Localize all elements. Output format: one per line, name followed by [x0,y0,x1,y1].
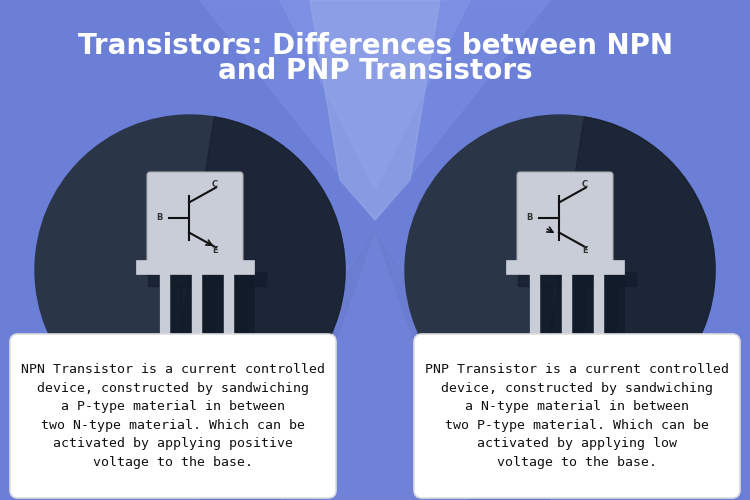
Bar [530,274,540,394]
Text: and PNP Transistors: and PNP Transistors [217,57,532,85]
Bar [606,286,616,406]
Bar [148,272,266,286]
Polygon shape [200,0,550,220]
Bar [236,286,246,406]
FancyBboxPatch shape [147,172,243,263]
Bar [518,272,636,286]
FancyBboxPatch shape [529,269,625,360]
FancyBboxPatch shape [159,269,255,360]
Text: B: B [156,213,162,222]
Polygon shape [310,0,440,220]
FancyBboxPatch shape [517,172,613,263]
Text: Transistors: Differences between NPN: Transistors: Differences between NPN [77,32,673,60]
Bar [160,274,170,394]
FancyBboxPatch shape [414,334,740,498]
Bar [192,274,202,394]
Polygon shape [320,230,430,500]
Polygon shape [280,0,470,190]
Bar [172,286,182,406]
Bar [542,286,552,406]
Text: NPN Transistor is a current controlled
device, constructed by sandwiching
a P-ty: NPN Transistor is a current controlled d… [21,363,325,469]
Bar [574,286,584,406]
Bar [594,274,604,394]
Text: E: E [212,246,217,255]
Bar [204,286,214,406]
Text: C: C [211,180,217,189]
Circle shape [405,115,715,425]
Text: E: E [582,246,587,255]
Polygon shape [166,117,345,425]
Bar [506,260,624,274]
Polygon shape [375,230,550,500]
Bar [562,274,572,394]
Text: PNP Transistor is a current controlled
device, constructed by sandwiching
a N-ty: PNP Transistor is a current controlled d… [425,363,729,469]
Text: B: B [526,213,532,222]
FancyBboxPatch shape [10,334,336,498]
Bar [136,260,254,274]
Circle shape [35,115,345,425]
Text: C: C [582,180,588,189]
Polygon shape [200,230,375,500]
Polygon shape [536,117,715,425]
Bar [224,274,234,394]
